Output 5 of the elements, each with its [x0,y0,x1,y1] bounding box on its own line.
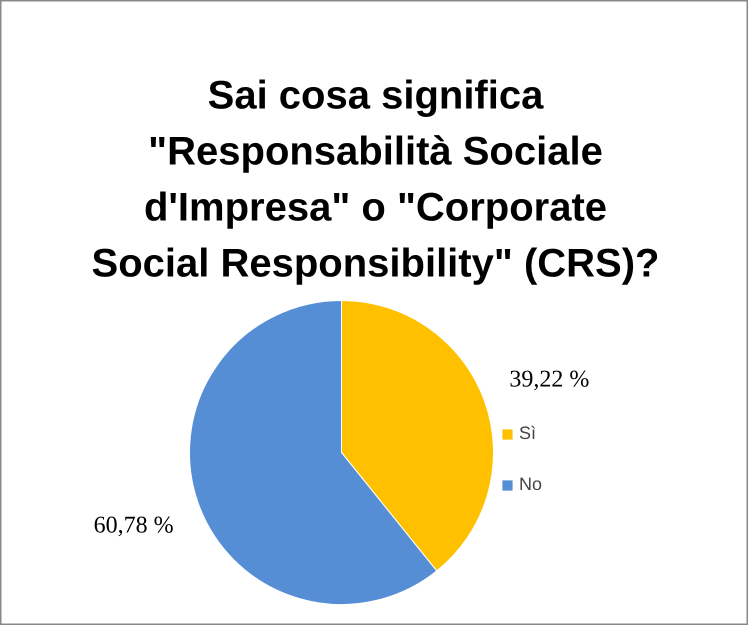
legend-label: Sì [519,423,538,444]
data-label: 60,78 % [94,512,174,539]
legend-label: No [519,474,542,495]
chart-title: Sai cosa significa "Responsabilità Sociale d'Impresa" o "Corporate Social Responsibility" (CRS)? [92,74,660,286]
data-label: 39,22 % [509,366,590,392]
